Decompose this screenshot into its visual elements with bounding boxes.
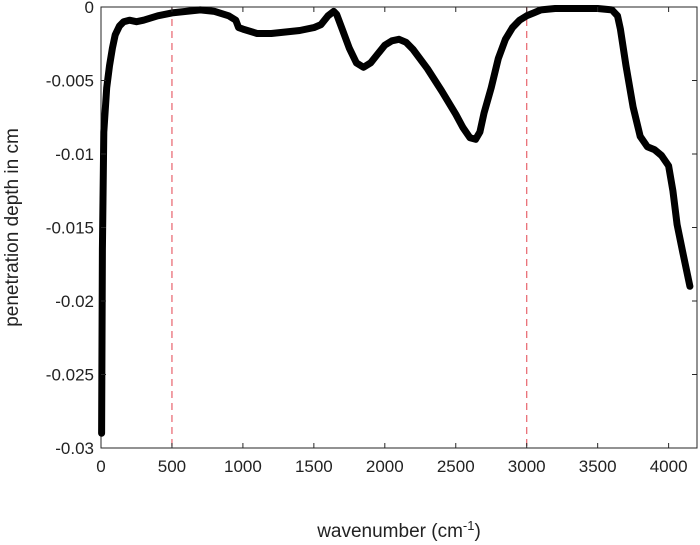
y-tick-label: -0.03: [55, 439, 94, 458]
plot-area: [98, 5, 698, 449]
x-tick-label: 0: [96, 457, 105, 476]
y-axis-label: penetration depth in cm: [2, 128, 23, 327]
x-tick-label: 2500: [437, 457, 475, 476]
x-tick-label: 2000: [366, 457, 404, 476]
x-axis-label: wavenumber (cm-1): [316, 518, 481, 543]
x-tick-label: 1500: [295, 457, 333, 476]
x-tick-label: 3500: [579, 457, 617, 476]
x-axis: 0 500 1000 1500 2000 2500 3000 3500 4000: [96, 7, 688, 476]
x-tick-label: 4000: [650, 457, 688, 476]
y-tick-label: -0.025: [46, 366, 94, 385]
y-tick-label: 0: [85, 0, 94, 17]
y-tick-label: -0.015: [46, 219, 94, 238]
y-tick-label: -0.02: [55, 292, 94, 311]
series-line: [98, 5, 694, 437]
x-tick-label: 500: [158, 457, 186, 476]
axes-box: [100, 6, 698, 449]
x-tick-label: 3000: [508, 457, 546, 476]
y-axis: 0 -0.005 -0.01 -0.015 -0.02 -0.025 -0.03: [46, 0, 697, 458]
x-axis-label-text: wavenumber (cm: [316, 521, 463, 542]
y-tick-label: -0.005: [46, 72, 94, 91]
reference-lines: [171, 7, 528, 448]
x-axis-label-superscript: -1: [463, 518, 475, 533]
x-axis-label-close: ): [474, 521, 480, 542]
x-tick-label: 1000: [224, 457, 262, 476]
y-tick-label: -0.01: [55, 145, 94, 164]
